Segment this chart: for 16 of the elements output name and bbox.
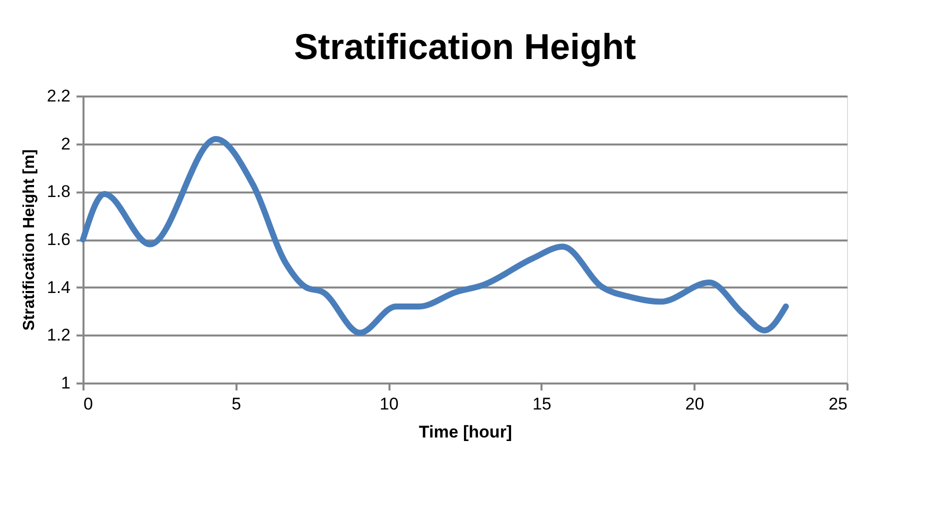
y-tick-label: 2 xyxy=(61,134,70,154)
y-tick-label: 1.8 xyxy=(46,182,70,202)
y-axis-title: Stratification Height [m] xyxy=(20,149,38,331)
y-tick-label: 1.2 xyxy=(46,326,70,345)
x-axis-title: Time [hour] xyxy=(418,422,512,442)
x-tick-label: 10 xyxy=(380,394,399,414)
y-tick-label: 1 xyxy=(61,374,70,392)
x-tick-label: 25 xyxy=(828,394,848,414)
chart-title: Stratification Height xyxy=(294,26,636,67)
x-tick-label: 20 xyxy=(685,394,704,414)
x-tick-label: 5 xyxy=(232,394,242,414)
y-tick-label: 1.4 xyxy=(46,278,70,297)
x-tick-label: 0 xyxy=(84,394,93,414)
y-tick-label: 2.2 xyxy=(46,86,70,106)
y-tick-label: 1.6 xyxy=(46,230,70,249)
x-tick-label: 15 xyxy=(532,394,552,414)
